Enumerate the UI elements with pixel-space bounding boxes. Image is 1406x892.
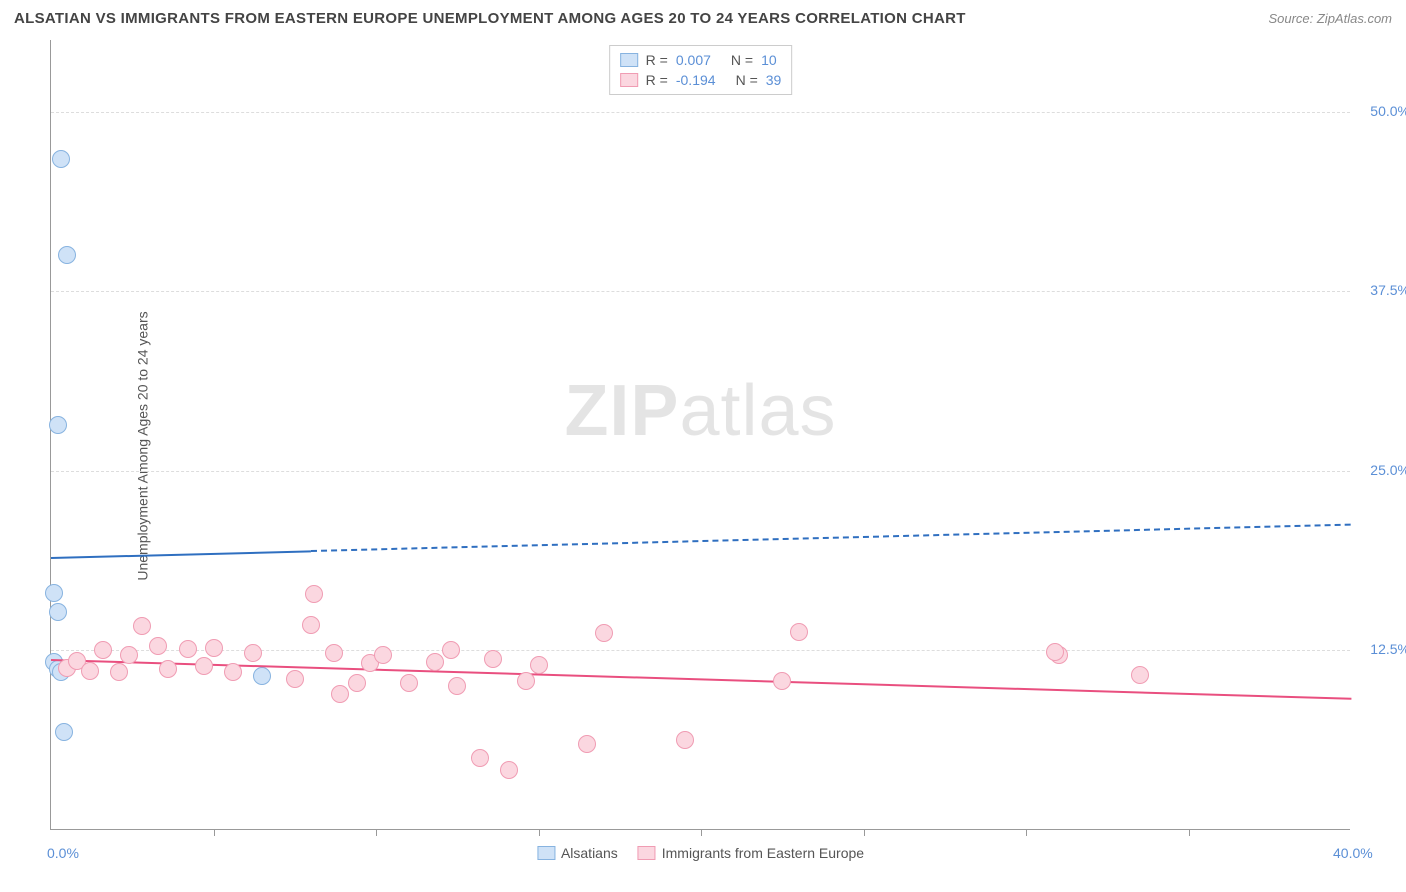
- data-point: [348, 674, 366, 692]
- data-point: [400, 674, 418, 692]
- x-tick: [1189, 829, 1190, 836]
- data-point: [426, 653, 444, 671]
- x-tick: [864, 829, 865, 836]
- data-point: [244, 644, 262, 662]
- legend-r-label: R =: [646, 52, 668, 68]
- data-point: [442, 641, 460, 659]
- legend-row: R = 0.007 N = 10: [620, 50, 782, 70]
- gridline: [51, 112, 1350, 113]
- legend-label: Immigrants from Eastern Europe: [662, 845, 864, 861]
- y-tick-label: 37.5%: [1370, 282, 1406, 298]
- series-legend: Alsatians Immigrants from Eastern Europe: [537, 845, 864, 861]
- data-point: [49, 416, 67, 434]
- correlation-legend: R = 0.007 N = 10 R = -0.194 N = 39: [609, 45, 793, 95]
- data-point: [224, 663, 242, 681]
- y-tick-label: 12.5%: [1370, 641, 1406, 657]
- data-point: [195, 657, 213, 675]
- legend-row: R = -0.194 N = 39: [620, 70, 782, 90]
- data-point: [1046, 643, 1064, 661]
- x-tick-label: 0.0%: [47, 845, 79, 861]
- legend-n-value: 39: [766, 72, 782, 88]
- legend-label: Alsatians: [561, 845, 618, 861]
- data-point: [159, 660, 177, 678]
- data-point: [484, 650, 502, 668]
- data-point: [52, 150, 70, 168]
- data-point: [58, 246, 76, 264]
- legend-n-label: N =: [736, 72, 758, 88]
- data-point: [325, 644, 343, 662]
- legend-r-value: 0.007: [676, 52, 711, 68]
- data-point: [374, 646, 392, 664]
- legend-swatch: [620, 53, 638, 67]
- data-point: [790, 623, 808, 641]
- legend-n-value: 10: [761, 52, 777, 68]
- x-tick: [539, 829, 540, 836]
- source-label: Source: ZipAtlas.com: [1268, 11, 1392, 26]
- legend-r-label: R =: [646, 72, 668, 88]
- gridline: [51, 471, 1350, 472]
- data-point: [120, 646, 138, 664]
- scatter-plot: ZIPatlas R = 0.007 N = 10 R = -0.194 N = 39…: [50, 40, 1350, 830]
- trend-line: [311, 524, 1351, 552]
- data-point: [676, 731, 694, 749]
- data-point: [149, 637, 167, 655]
- data-point: [110, 663, 128, 681]
- data-point: [578, 735, 596, 753]
- data-point: [55, 723, 73, 741]
- data-point: [302, 616, 320, 634]
- watermark: ZIPatlas: [564, 370, 836, 452]
- y-tick-label: 50.0%: [1370, 103, 1406, 119]
- data-point: [133, 617, 151, 635]
- legend-n-label: N =: [731, 52, 753, 68]
- data-point: [517, 672, 535, 690]
- data-point: [595, 624, 613, 642]
- data-point: [205, 639, 223, 657]
- x-tick-label: 40.0%: [1333, 845, 1373, 861]
- data-point: [448, 677, 466, 695]
- data-point: [45, 584, 63, 602]
- data-point: [773, 672, 791, 690]
- data-point: [286, 670, 304, 688]
- data-point: [179, 640, 197, 658]
- data-point: [1131, 666, 1149, 684]
- data-point: [331, 685, 349, 703]
- y-tick-label: 25.0%: [1370, 462, 1406, 478]
- legend-swatch: [620, 73, 638, 87]
- trend-line: [51, 550, 311, 559]
- trend-line: [51, 659, 1351, 700]
- data-point: [81, 662, 99, 680]
- x-tick: [376, 829, 377, 836]
- legend-r-value: -0.194: [676, 72, 716, 88]
- data-point: [305, 585, 323, 603]
- legend-swatch: [638, 846, 656, 860]
- x-tick: [214, 829, 215, 836]
- data-point: [530, 656, 548, 674]
- legend-item: Immigrants from Eastern Europe: [638, 845, 864, 861]
- x-tick: [1026, 829, 1027, 836]
- gridline: [51, 291, 1350, 292]
- data-point: [49, 603, 67, 621]
- data-point: [94, 641, 112, 659]
- data-point: [500, 761, 518, 779]
- legend-swatch: [537, 846, 555, 860]
- data-point: [253, 667, 271, 685]
- title-bar: ALSATIAN VS IMMIGRANTS FROM EASTERN EURO…: [14, 10, 1392, 27]
- chart-title: ALSATIAN VS IMMIGRANTS FROM EASTERN EURO…: [14, 10, 966, 27]
- legend-item: Alsatians: [537, 845, 618, 861]
- x-tick: [701, 829, 702, 836]
- data-point: [471, 749, 489, 767]
